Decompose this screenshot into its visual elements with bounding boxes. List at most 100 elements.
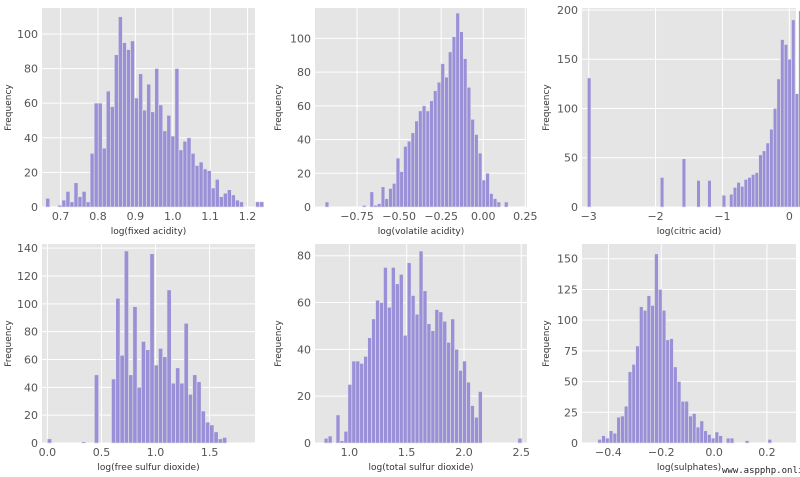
histogram-bar xyxy=(377,203,382,208)
y-axis-label: Frequency xyxy=(4,84,14,131)
histogram-bar xyxy=(202,168,208,208)
watermark-text: www.aspphp.online xyxy=(722,466,800,476)
x-axis-label: log(free sulfur dioxide) xyxy=(97,463,199,473)
histogram-bar xyxy=(384,198,389,208)
histogram-bar xyxy=(684,400,689,444)
histogram-bar xyxy=(335,414,341,444)
x-tick-label: 1.5 xyxy=(398,446,416,459)
y-tick-label: 125 xyxy=(557,283,578,296)
histogram-bar xyxy=(454,349,459,444)
histogram-bar xyxy=(81,441,87,444)
histogram-bar xyxy=(227,189,232,208)
histogram-bar xyxy=(162,356,168,444)
histogram-bar xyxy=(186,137,192,208)
histogram-bar xyxy=(73,182,79,208)
histogram-bar xyxy=(466,86,472,208)
y-tick-label: 100 xyxy=(17,298,38,311)
histogram-bar xyxy=(496,201,501,208)
histogram-bar xyxy=(69,201,75,208)
histogram-bar xyxy=(612,432,618,444)
histogram-bar xyxy=(363,356,368,444)
x-axis-label: log(citric acid) xyxy=(657,227,721,237)
histogram-bar xyxy=(170,135,176,208)
histogram-bar xyxy=(134,97,139,208)
histogram-bar xyxy=(259,201,264,208)
histogram-bar xyxy=(178,149,184,208)
histogram-bar xyxy=(478,391,483,444)
histogram-bar xyxy=(150,111,156,208)
histogram-bar xyxy=(743,179,749,208)
histogram-bar xyxy=(239,201,244,208)
histogram-bar xyxy=(175,367,181,444)
histogram-panel-3: −3 −2 −1 0 0 50 100 150 200 log(citric acid) Frequ… xyxy=(542,4,800,237)
histogram-bar xyxy=(255,201,260,208)
histogram-bar xyxy=(387,306,392,444)
y-tick-label: 20 xyxy=(297,390,311,403)
y-tick-label: 50 xyxy=(564,376,578,389)
histogram-bar xyxy=(359,363,365,444)
histogram-bar xyxy=(462,58,468,208)
histogram-bar xyxy=(721,194,727,208)
histogram-bar xyxy=(410,295,416,444)
histogram-bar xyxy=(343,430,349,444)
histogram-bar xyxy=(65,191,71,208)
histogram-bar xyxy=(128,374,134,444)
histogram-bar xyxy=(142,109,147,208)
histogram-bar xyxy=(77,196,83,208)
histogram-bar xyxy=(194,165,200,208)
y-tick-label: 50 xyxy=(564,152,578,165)
histogram-bar xyxy=(767,439,772,444)
histogram-bar xyxy=(669,338,674,444)
histogram-bar xyxy=(369,191,374,208)
histogram-bar xyxy=(440,63,445,208)
histogram-bar xyxy=(444,76,449,208)
y-tick-label: 100 xyxy=(17,28,38,41)
histogram-bar xyxy=(111,378,117,444)
histogram-bar xyxy=(425,110,430,208)
y-tick-label: 0 xyxy=(304,201,311,214)
histogram-bar xyxy=(673,366,678,444)
histogram-bar xyxy=(214,179,220,208)
y-tick-label: 80 xyxy=(297,66,311,79)
histogram-bar xyxy=(429,100,434,208)
histogram-bar xyxy=(93,102,99,208)
x-tick-label: 1.0 xyxy=(164,210,182,223)
histogram-bar xyxy=(205,421,210,444)
x-tick-label: 0.9 xyxy=(127,210,145,223)
histogram-bar xyxy=(141,341,146,444)
y-tick-label: 60 xyxy=(24,354,38,367)
histogram-bar xyxy=(210,187,216,208)
histogram-bar xyxy=(114,54,119,208)
y-tick-label: 60 xyxy=(24,97,38,110)
histogram-bar xyxy=(373,205,378,208)
histogram-bar xyxy=(119,355,125,444)
histogram-bar xyxy=(791,19,796,208)
histogram-bar xyxy=(489,193,494,208)
histogram-bar xyxy=(383,267,388,444)
histogram-bar xyxy=(375,299,380,444)
histogram-bar xyxy=(692,413,697,444)
histogram-bar xyxy=(448,51,453,208)
histogram-bar xyxy=(170,382,176,444)
histogram-bar xyxy=(339,440,345,444)
histogram-bar xyxy=(231,194,236,208)
histogram-bar xyxy=(676,381,682,444)
histogram-bar xyxy=(101,147,107,208)
histogram-bar xyxy=(481,179,487,208)
histogram-bar xyxy=(105,90,111,208)
y-tick-label: 40 xyxy=(297,134,311,147)
y-tick-label: 140 xyxy=(17,242,38,255)
histogram-panel-1: 0.7 0.8 0.9 1.0 1.1 1.2 0 20 40 60 80 100 log(fixed … xyxy=(4,8,264,237)
histogram-bar xyxy=(406,262,412,444)
histogram-bar xyxy=(146,83,151,208)
histogram-bar xyxy=(485,172,490,208)
x-axis-label: log(total sulfur dioxide) xyxy=(368,463,473,473)
histogram-bar xyxy=(347,384,353,444)
y-tick-label: 60 xyxy=(297,297,311,310)
histogram-bar xyxy=(222,437,228,444)
histogram-bar xyxy=(391,267,396,444)
histogram-bar xyxy=(158,104,164,208)
y-tick-label: 100 xyxy=(557,314,578,327)
histogram-bar xyxy=(462,360,467,444)
histogram-bar xyxy=(699,420,704,444)
